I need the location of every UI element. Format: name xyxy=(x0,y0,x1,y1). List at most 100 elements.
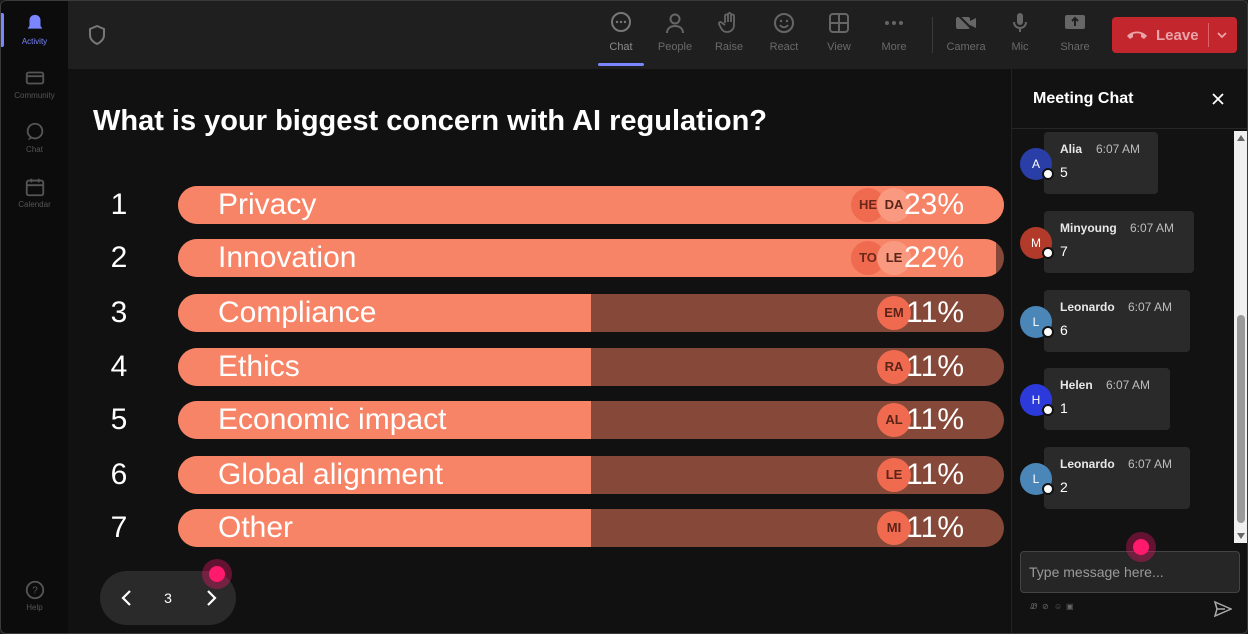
view-button-label: View xyxy=(827,41,851,53)
message-bubble: Minyoung 6:07 AM 7 xyxy=(1044,211,1194,273)
send-icon[interactable] xyxy=(1214,600,1232,618)
avatar[interactable]: H xyxy=(1020,384,1054,416)
shield-icon[interactable] xyxy=(88,25,106,45)
rail-item-label: Calendar xyxy=(18,200,51,209)
poll-option-number: 3 xyxy=(110,296,128,329)
avatar-initial: M xyxy=(1031,236,1041,250)
poll-option-row: 3 Compliance EM 11% xyxy=(101,294,1005,332)
avatar-initial: A xyxy=(1031,157,1040,171)
avatar[interactable]: M xyxy=(1020,227,1054,259)
rail-item-chat[interactable]: Chat xyxy=(1,121,68,154)
leave-button[interactable]: Leave xyxy=(1112,17,1237,53)
poll-option-bar: Global alignment LE 11% xyxy=(178,456,1004,494)
toolbar-divider xyxy=(932,17,933,53)
poll-option-percent: 23% xyxy=(903,188,964,221)
message-input[interactable] xyxy=(1029,558,1229,586)
message-bubble: Alia 6:07 AM 5 xyxy=(1044,132,1158,194)
message-timestamp: 6:07 AM xyxy=(1130,221,1175,235)
poll-option-label: Privacy xyxy=(218,188,317,221)
mic-button-label: Mic xyxy=(1011,41,1029,53)
scroll-down-arrow[interactable] xyxy=(1237,533,1245,539)
more-button[interactable]: More xyxy=(867,11,921,63)
click-indicator xyxy=(202,559,232,589)
message-bubble: Leonardo 6:07 AM 6 xyxy=(1044,290,1190,352)
rail-item-label: Community xyxy=(14,91,55,100)
voter-avatar: AL xyxy=(877,403,911,437)
rail-item-help[interactable]: ? Help xyxy=(1,579,68,612)
poll-option-number: 6 xyxy=(110,458,128,491)
avatar[interactable]: A xyxy=(1020,148,1054,180)
poll-option-number: 1 xyxy=(110,188,128,221)
format-icon[interactable]: Ꮺ xyxy=(1030,602,1038,611)
poll-option-row: 7 Other MI 11% xyxy=(101,509,1005,547)
more-dots-icon xyxy=(885,21,903,25)
mic-button[interactable]: Mic xyxy=(993,11,1047,63)
poll-bar-fill xyxy=(178,348,591,386)
avatar[interactable]: L xyxy=(1020,463,1054,495)
camera-off-icon xyxy=(956,13,976,33)
meeting-chat-panel: Meeting Chat Alia 6:07 AM 5 A Minyoung 6:07 A… xyxy=(1011,69,1247,633)
camera-button[interactable]: Camera xyxy=(939,11,993,63)
rail-item-label: Help xyxy=(26,603,43,612)
message-text: 5 xyxy=(1060,164,1068,180)
rail-item-calendar[interactable]: Calendar xyxy=(1,176,68,209)
react-button-label: React xyxy=(769,41,799,53)
avatar[interactable]: L xyxy=(1020,306,1054,338)
presence-status-icon xyxy=(1042,247,1054,259)
react-button[interactable]: React xyxy=(757,11,811,63)
close-icon[interactable] xyxy=(1210,91,1226,107)
message-timestamp: 6:07 AM xyxy=(1128,300,1173,314)
svg-text:?: ? xyxy=(32,586,38,597)
rail-item-community[interactable]: Community xyxy=(1,67,68,100)
share-button[interactable]: Share xyxy=(1048,11,1102,63)
poll-option-bar: Compliance EM 11% xyxy=(178,294,1004,332)
attach-icon[interactable]: ⊘ xyxy=(1042,602,1049,611)
poll-option-row: 4 Ethics RA 11% xyxy=(101,348,1005,386)
poll-option-percent: 11% xyxy=(906,403,964,436)
bell-icon xyxy=(27,14,42,29)
emoji-icon[interactable]: ☺ xyxy=(1054,602,1063,611)
voter-avatar: EM xyxy=(877,296,911,330)
chevron-down-icon[interactable] xyxy=(1216,29,1228,41)
poll-option-row: 6 Global alignment LE 11% xyxy=(101,456,1005,494)
avatar-initial: H xyxy=(1031,393,1041,407)
people-button[interactable]: People xyxy=(648,11,702,63)
chat-title: Meeting Chat xyxy=(1033,90,1134,107)
chat-button-label: Chat xyxy=(609,41,633,53)
leave-divider xyxy=(1208,23,1209,47)
presence-status-icon xyxy=(1042,483,1054,495)
chevron-left-icon[interactable] xyxy=(116,587,138,609)
rail-item-label: Activity xyxy=(21,37,48,46)
chat-icon xyxy=(26,122,43,141)
poll-option-label: Ethics xyxy=(218,350,300,383)
share-button-label: Share xyxy=(1060,41,1090,53)
poll-option-percent: 11% xyxy=(906,458,964,491)
meeting-toolbar: Chat People Raise React View More Camera xyxy=(68,1,1247,69)
raise-button-label: Raise xyxy=(714,41,744,53)
chat-scrollbar[interactable] xyxy=(1234,131,1247,543)
poll-option-percent: 22% xyxy=(903,241,964,274)
left-rail: Activity Community Chat Calendar ? Help xyxy=(1,1,68,633)
leave-button-label: Leave xyxy=(1156,26,1199,44)
avatar-initial: L xyxy=(1032,472,1040,486)
poll-option-bar: Privacy HE DA 23% xyxy=(178,186,1004,224)
chat-button[interactable]: Chat xyxy=(594,11,648,63)
rail-item-activity[interactable]: Activity xyxy=(1,13,68,46)
presence-status-icon xyxy=(1042,168,1054,180)
poll-option-label: Compliance xyxy=(218,296,377,329)
poll-option-label: Other xyxy=(218,511,294,544)
raise-hand-button[interactable]: Raise xyxy=(702,11,756,63)
scroll-up-arrow[interactable] xyxy=(1237,135,1245,141)
chevron-right-icon[interactable] xyxy=(200,587,222,609)
message-sender: Helen xyxy=(1060,378,1093,392)
people-button-label: People xyxy=(657,41,693,53)
scroll-thumb[interactable] xyxy=(1237,315,1245,523)
view-button[interactable]: View xyxy=(812,11,866,63)
rail-item-label: Chat xyxy=(26,145,43,154)
poll-option-number: 5 xyxy=(110,403,128,436)
gif-icon[interactable]: ▣ xyxy=(1066,602,1074,611)
page-navigator: 3 xyxy=(100,571,236,625)
message-sender: Leonardo xyxy=(1060,300,1115,314)
presence-status-icon xyxy=(1042,326,1054,338)
